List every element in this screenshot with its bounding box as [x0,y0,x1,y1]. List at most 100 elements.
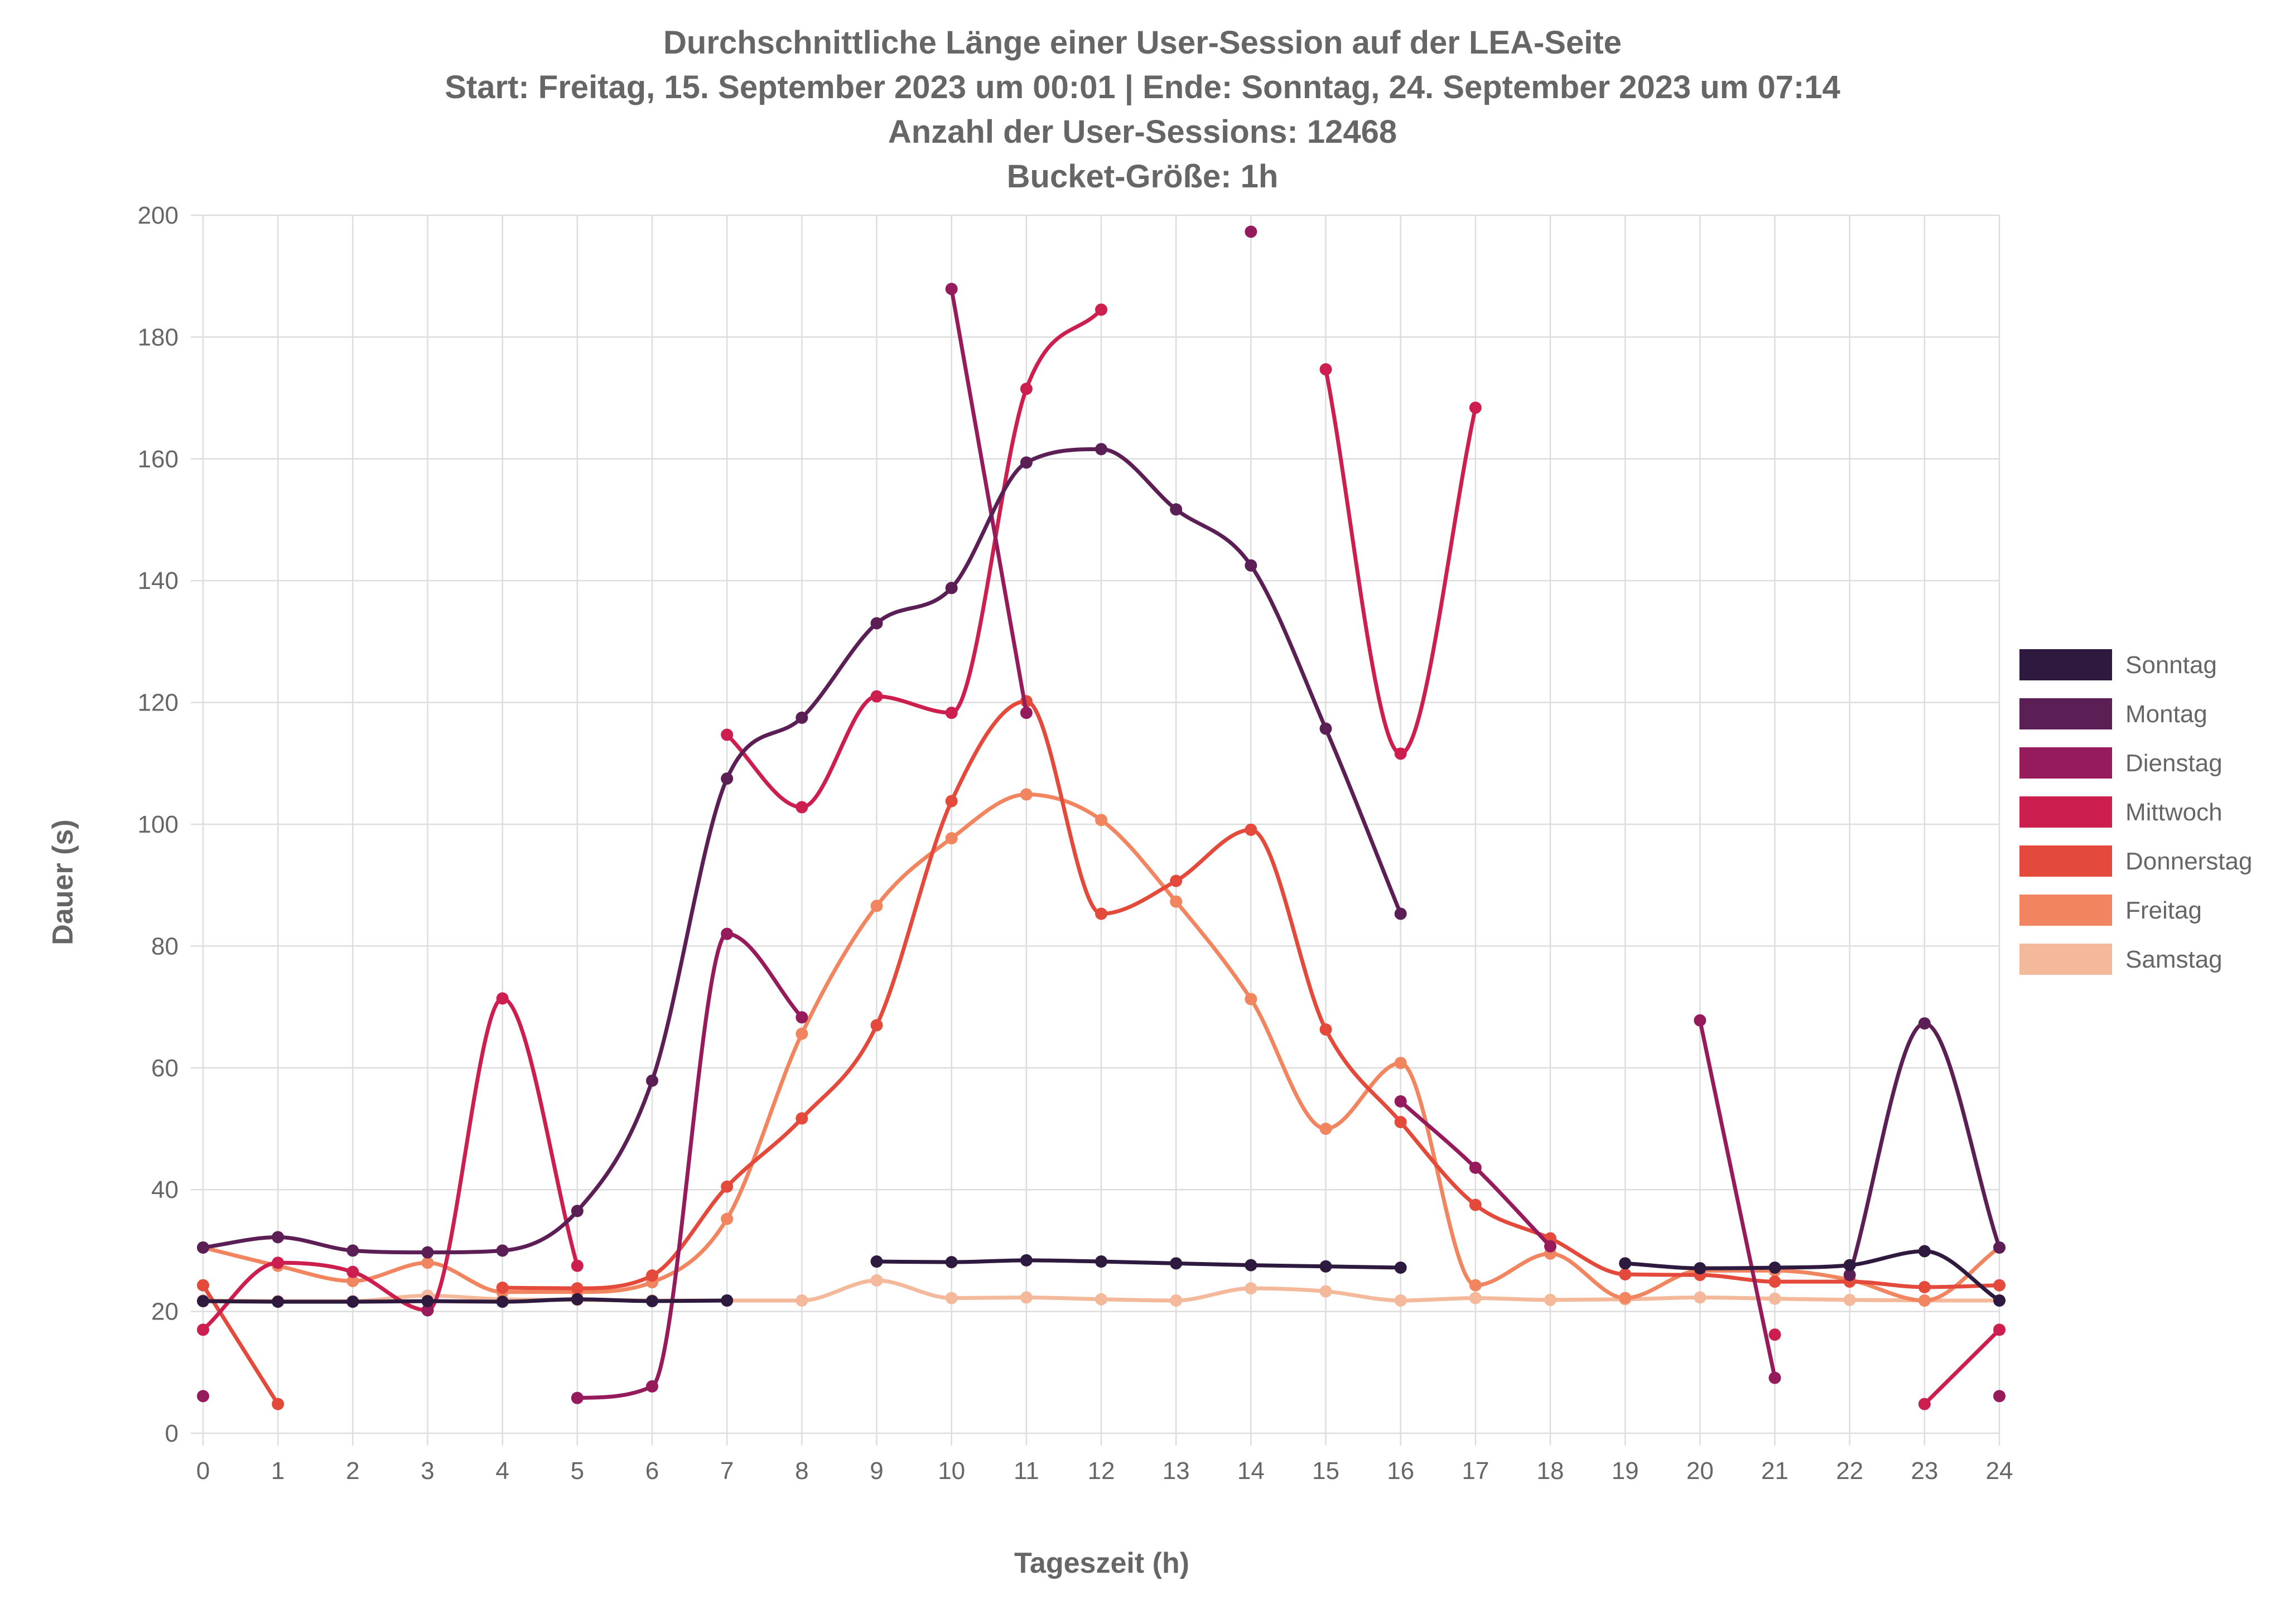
data-point-samstag[interactable] [1694,1291,1706,1304]
data-point-montag[interactable] [1843,1269,1856,1282]
data-point-montag[interactable] [646,1074,658,1087]
data-point-donnerstag[interactable] [1394,1115,1407,1128]
data-point-sonntag[interactable] [421,1295,434,1308]
data-point-montag[interactable] [870,617,883,630]
data-point-mittwoch[interactable] [571,1259,584,1272]
data-point-donnerstag[interactable] [1170,874,1183,887]
data-point-sonntag[interactable] [1843,1259,1856,1272]
data-point-freitag[interactable] [796,1027,808,1040]
data-point-freitag[interactable] [1918,1294,1931,1307]
data-point-montag[interactable] [1020,456,1033,469]
data-point-montag[interactable] [721,772,734,785]
data-point-donnerstag[interactable] [197,1279,209,1292]
legend-item-sonntag[interactable]: Sonntag [2019,649,2217,680]
data-point-montag[interactable] [1394,907,1407,920]
data-point-sonntag[interactable] [870,1255,883,1268]
data-point-sonntag[interactable] [1768,1261,1781,1274]
data-point-sonntag[interactable] [1245,1259,1257,1272]
data-point-mittwoch[interactable] [1918,1398,1931,1410]
data-point-donnerstag[interactable] [1619,1268,1632,1280]
data-point-donnerstag[interactable] [1768,1275,1781,1288]
data-point-donnerstag[interactable] [646,1269,658,1282]
data-point-freitag[interactable] [1095,814,1107,826]
data-point-mittwoch[interactable] [1469,402,1482,414]
data-point-montag[interactable] [1319,722,1332,735]
legend-item-freitag[interactable]: Freitag [2019,895,2202,926]
data-point-donnerstag[interactable] [1993,1279,2006,1292]
data-point-dienstag[interactable] [1245,225,1257,238]
legend-item-mittwoch[interactable]: Mittwoch [2019,796,2223,828]
legend-item-montag[interactable]: Montag [2019,698,2207,729]
data-point-dienstag[interactable] [1544,1240,1556,1253]
data-point-donnerstag[interactable] [721,1180,734,1193]
data-point-donnerstag[interactable] [571,1282,584,1295]
data-point-freitag[interactable] [421,1256,434,1269]
data-point-dienstag[interactable] [796,1011,808,1024]
data-point-freitag[interactable] [945,832,958,845]
data-point-sonntag[interactable] [1619,1257,1632,1270]
data-point-donnerstag[interactable] [1095,907,1107,920]
data-point-sonntag[interactable] [1170,1257,1183,1270]
data-point-mittwoch[interactable] [1319,363,1332,376]
data-point-dienstag[interactable] [945,283,958,296]
data-point-sonntag[interactable] [1319,1260,1332,1273]
data-point-dienstag[interactable] [1768,1371,1781,1384]
data-point-dienstag[interactable] [421,1304,434,1317]
data-point-samstag[interactable] [1768,1292,1781,1305]
data-point-mittwoch[interactable] [1768,1328,1781,1341]
data-point-samstag[interactable] [1245,1282,1257,1295]
data-point-samstag[interactable] [945,1292,958,1304]
data-point-sonntag[interactable] [1394,1261,1407,1274]
data-point-freitag[interactable] [1394,1057,1407,1070]
data-point-donnerstag[interactable] [1319,1023,1332,1036]
data-point-samstag[interactable] [1394,1294,1407,1307]
data-point-donnerstag[interactable] [870,1019,883,1032]
data-point-donnerstag[interactable] [1469,1198,1482,1211]
data-point-freitag[interactable] [1469,1279,1482,1292]
data-point-montag[interactable] [197,1241,209,1254]
data-point-mittwoch[interactable] [870,690,883,703]
data-point-montag[interactable] [1170,503,1183,516]
data-point-montag[interactable] [796,711,808,724]
data-point-sonntag[interactable] [1095,1255,1107,1268]
data-point-samstag[interactable] [870,1274,883,1287]
data-point-montag[interactable] [945,582,958,594]
data-point-montag[interactable] [421,1246,434,1259]
data-point-montag[interactable] [272,1231,285,1244]
legend-item-samstag[interactable]: Samstag [2019,944,2223,975]
data-point-mittwoch[interactable] [1394,747,1407,760]
data-point-dienstag[interactable] [1469,1161,1482,1174]
data-point-donnerstag[interactable] [496,1282,509,1294]
data-point-dienstag[interactable] [646,1380,658,1393]
data-point-montag[interactable] [1993,1241,2006,1254]
data-point-sonntag[interactable] [721,1294,734,1307]
data-point-sonntag[interactable] [1918,1245,1931,1258]
data-point-donnerstag[interactable] [796,1112,808,1125]
data-point-montag[interactable] [496,1244,509,1257]
data-point-dienstag[interactable] [197,1390,209,1403]
data-point-dienstag[interactable] [571,1391,584,1404]
data-point-samstag[interactable] [1843,1293,1856,1306]
data-point-freitag[interactable] [1020,788,1033,801]
data-point-samstag[interactable] [1469,1292,1482,1304]
data-point-freitag[interactable] [870,900,883,912]
data-point-montag[interactable] [346,1244,359,1257]
data-point-mittwoch[interactable] [945,707,958,719]
data-point-sonntag[interactable] [646,1295,658,1308]
data-point-dienstag[interactable] [1394,1095,1407,1108]
data-point-mittwoch[interactable] [197,1323,209,1336]
data-point-mittwoch[interactable] [1095,303,1107,316]
data-point-samstag[interactable] [796,1294,808,1307]
data-point-donnerstag[interactable] [272,1398,285,1410]
data-point-mittwoch[interactable] [1020,383,1033,395]
data-point-freitag[interactable] [346,1275,359,1287]
data-point-mittwoch[interactable] [346,1265,359,1278]
data-point-sonntag[interactable] [346,1296,359,1308]
data-point-montag[interactable] [571,1205,584,1217]
data-point-mittwoch[interactable] [796,801,808,814]
data-point-dienstag[interactable] [1020,707,1033,719]
legend-item-dienstag[interactable]: Dienstag [2019,747,2223,779]
legend-item-donnerstag[interactable]: Donnerstag [2019,845,2252,877]
data-point-samstag[interactable] [1319,1285,1332,1298]
data-point-donnerstag[interactable] [945,795,958,808]
